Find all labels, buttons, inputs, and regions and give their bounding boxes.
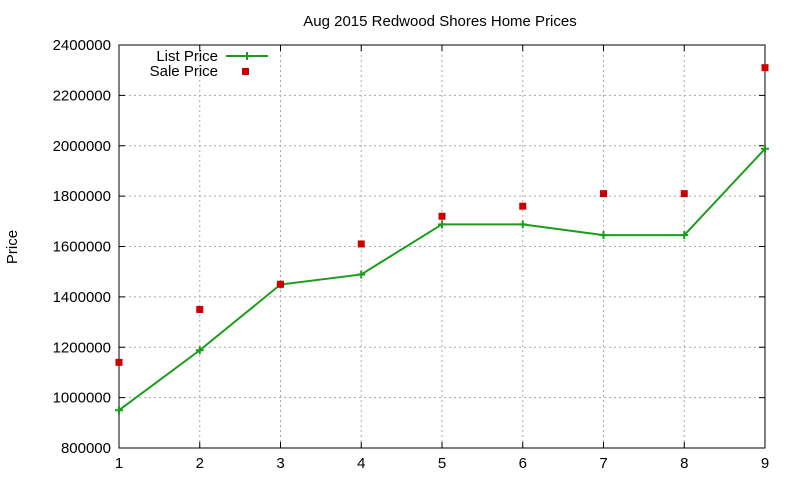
legend-marker-sale-price [242,68,249,75]
sale-price-point [680,190,688,198]
legend-marker-list-price [243,52,251,60]
list-price-point [357,270,366,279]
sale-price-point [519,202,527,210]
chart-title: Aug 2015 Redwood Shores Home Prices [303,13,577,30]
sale-price-point [600,190,607,198]
x-tick-label: 7 [599,455,607,472]
sale-price-point [438,212,446,220]
y-tick-label: 2400000 [53,37,111,54]
y-tick-label: 1400000 [53,289,111,306]
y-tick-label: 2200000 [53,87,111,104]
list-price-point [680,231,689,240]
x-tick-label: 3 [276,455,284,472]
x-tick-label: 9 [761,455,769,472]
sale-price-point [761,64,769,72]
sale-price-point [357,240,365,248]
legend: List Price Sale Price [150,48,268,80]
y-tick-label: 1000000 [53,390,111,407]
sale-price-point [277,280,284,288]
axis-ticks: 800000 1000000 1200000 1400000 1600000 180000… [53,37,770,472]
y-tick-label: 800000 [61,440,111,457]
legend-label-list-price: List Price [156,48,218,65]
sale-price-point [115,358,123,366]
x-tick-label: 5 [438,455,446,472]
x-tick-label: 2 [196,455,204,472]
x-tick-label: 8 [680,455,688,472]
data-series [115,64,769,415]
x-tick-label: 4 [357,455,365,472]
y-tick-label: 1800000 [53,188,111,205]
y-tick-label: 2000000 [53,138,111,155]
y-tick-label: 1600000 [53,239,111,256]
x-tick-label: 6 [519,455,527,472]
sale-price-point [196,305,204,313]
list-price-point [761,144,769,153]
y-tick-label: 1200000 [53,339,111,356]
x-tick-label: 1 [115,455,123,472]
list-price-point [195,346,204,355]
grid [119,45,765,448]
list-price-point [599,231,608,240]
list-price-point [438,220,446,229]
list-price-point [518,220,527,229]
list-price-point [115,406,123,415]
y-axis-label: Price [4,230,21,264]
legend-label-sale-price: Sale Price [150,63,218,80]
